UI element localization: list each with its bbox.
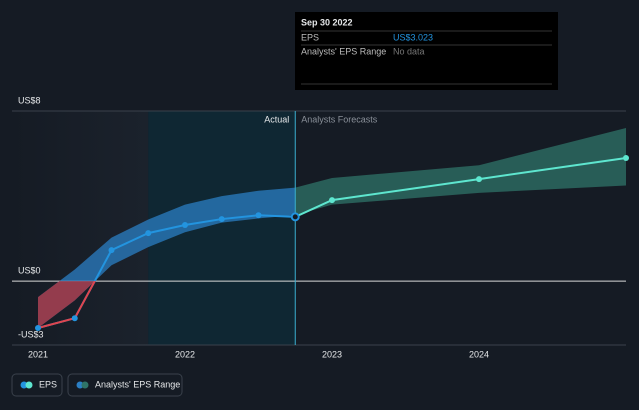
tooltip-label: EPS [301,32,319,42]
past-shade [12,111,149,345]
tooltip-label: Analysts' EPS Range [301,46,386,56]
eps-range-band [38,281,95,328]
eps-point [476,176,482,183]
x-tick-label: 2022 [175,349,195,359]
legend-item [67,373,183,397]
y-tick-label: -US$3 [18,329,44,339]
eps-range-band [38,187,296,328]
eps-point [35,324,41,331]
eps-point [255,212,262,219]
forecast-label: Analysts Forecasts [301,114,378,124]
y-tick-label: US$8 [18,95,41,105]
tooltip-value: US$3.023 [393,32,433,42]
eps-point [145,230,152,237]
tooltip-box [295,12,558,90]
x-tick-label: 2023 [322,349,342,359]
legend-swatch [20,381,28,389]
plot-background [12,111,296,345]
eps-point [108,247,115,254]
legend-swatch [81,381,89,389]
legend-label: EPS [39,379,57,389]
eps-point [71,315,78,322]
eps-point [623,155,629,162]
y-tick-label: US$0 [18,266,41,276]
eps-point [290,212,300,222]
legend: EPS Analysts' EPS Range [11,373,183,397]
tooltip: Sep 30 2022 EPS US$3.023 Analysts' EPS R… [295,12,558,90]
x-tick-label: 2021 [28,349,48,359]
legend-swatch [76,381,84,389]
legend-label: Analysts' EPS Range [95,379,180,389]
legend-item [11,373,63,397]
actual-label: Actual [264,114,289,124]
tooltip-date: Sep 30 2022 [301,17,353,27]
eps-point [329,197,335,204]
eps-line [295,157,627,218]
eps-point [182,222,188,229]
legend-swatch [25,381,33,389]
tooltip-value: No data [393,46,425,56]
plot: -US$3 US$0 US$8 2021 2022 2023 2024 Actual Analy… [12,95,629,359]
x-tick-label: 2024 [469,349,489,359]
eps-point [218,216,225,223]
